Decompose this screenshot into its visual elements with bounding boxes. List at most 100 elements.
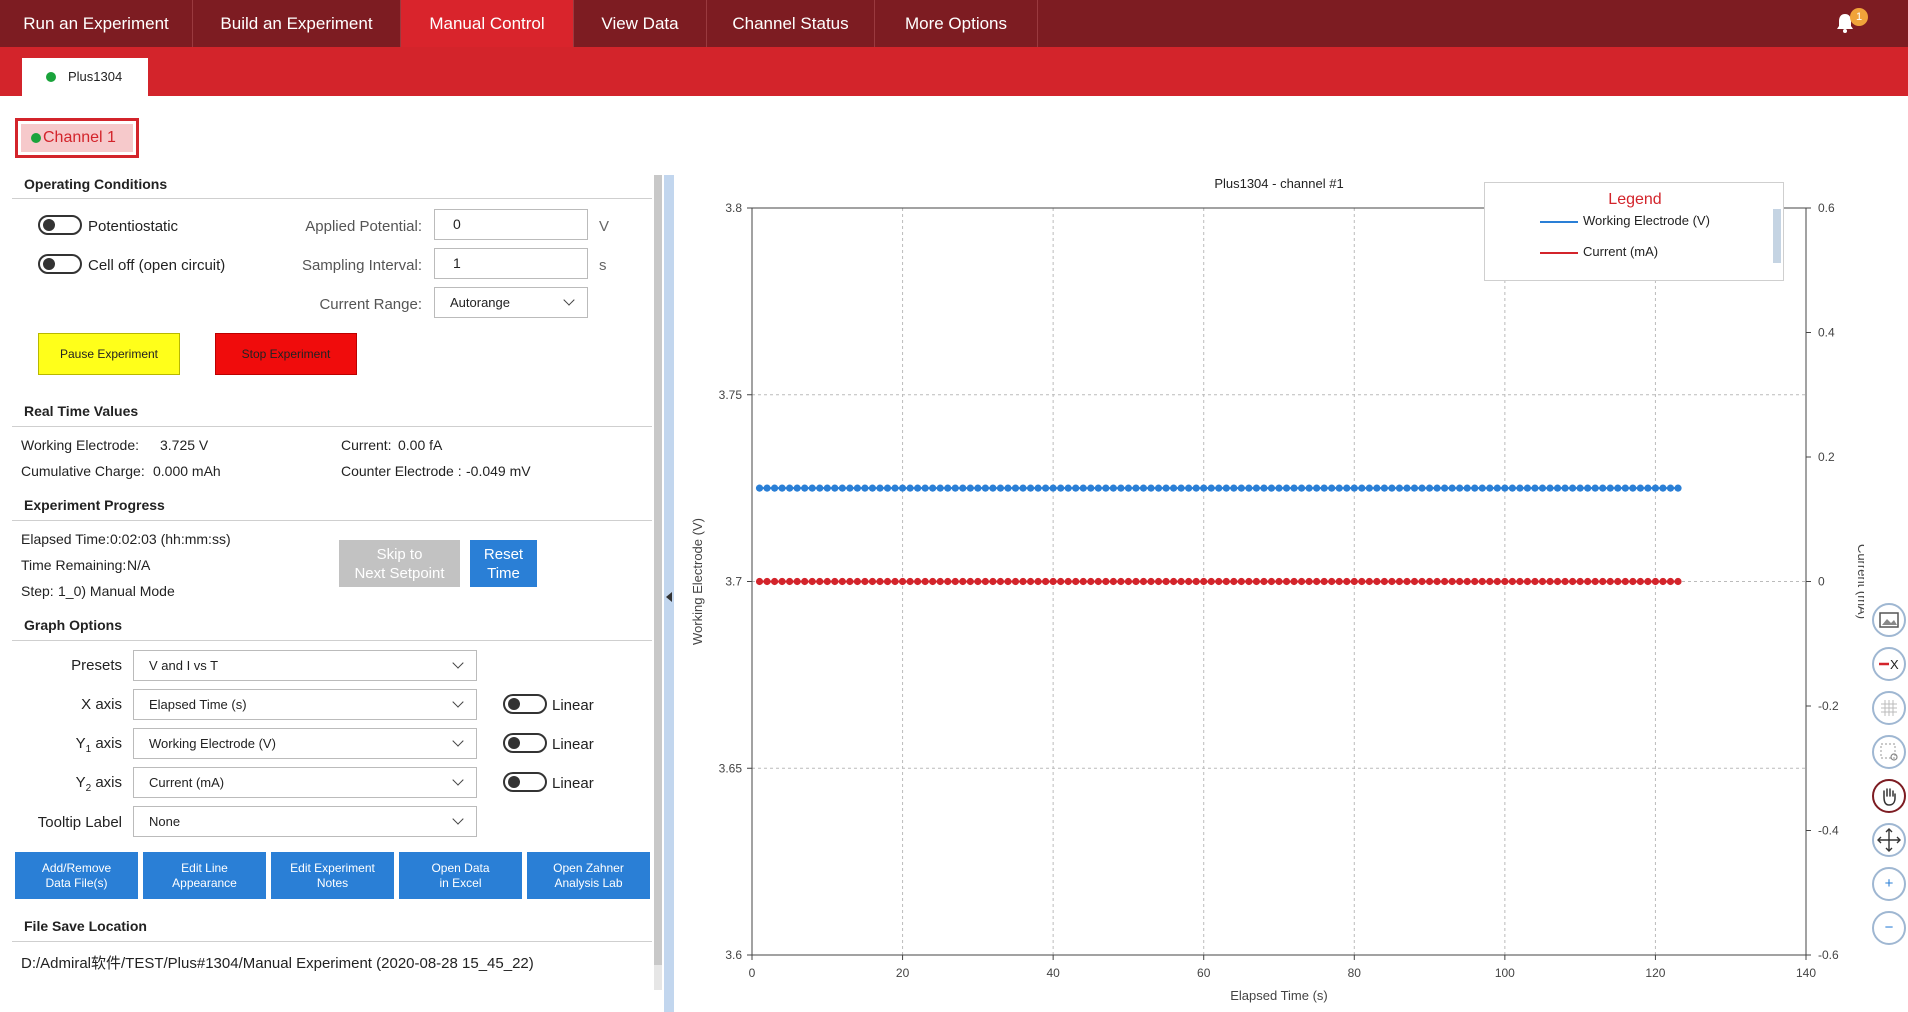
tab-view-data[interactable]: View Data — [574, 0, 707, 47]
data-point — [1388, 484, 1396, 492]
data-point — [838, 484, 846, 492]
data-point — [1275, 577, 1283, 586]
top-navigation: Run an Experiment Build an Experiment Ma… — [0, 0, 1908, 47]
channel-button-label: Channel 1 — [43, 129, 116, 146]
data-point — [1162, 577, 1170, 586]
data-point — [1636, 484, 1644, 492]
x-axis-select[interactable]: Elapsed Time (s) — [133, 689, 477, 720]
data-point — [1237, 484, 1245, 492]
collapse-arrow-icon[interactable] — [666, 592, 672, 602]
data-point — [1139, 484, 1148, 492]
y-tick-label: 3.6 — [725, 948, 742, 962]
data-point — [996, 577, 1005, 586]
device-tab-plus1304[interactable]: Plus1304 — [22, 58, 148, 96]
data-point — [1546, 577, 1554, 586]
image-export-icon — [1879, 612, 1899, 628]
tooltip-value: None — [149, 814, 181, 829]
bell-icon[interactable] — [1834, 12, 1856, 34]
y1-axis-select[interactable]: Working Electrode (V) — [133, 728, 477, 759]
open-zahner-analysis-lab-button[interactable]: Open Zahner Analysis Lab — [527, 852, 650, 899]
open-data-in-excel-button[interactable]: Open Data in Excel — [399, 852, 522, 899]
zoom-in-button[interactable]: + — [1872, 867, 1906, 901]
pan-button[interactable] — [1872, 779, 1906, 813]
current-range-select[interactable]: Autorange — [434, 287, 588, 318]
image-export-button[interactable] — [1872, 603, 1906, 637]
data-point — [1486, 577, 1494, 586]
button-line1: Open Data — [431, 861, 490, 875]
data-point — [1139, 577, 1148, 586]
chart-legend: Legend Working Electrode (V) Current (mA… — [1484, 182, 1784, 281]
section-divider — [12, 520, 652, 521]
stop-experiment-button[interactable]: Stop Experiment — [215, 333, 357, 375]
y2-axis-select[interactable]: Current (mA) — [133, 767, 477, 798]
edit-line-appearance-button[interactable]: Edit Line Appearance — [143, 852, 266, 899]
data-point — [1215, 484, 1223, 492]
left-panel-scroll-thumb[interactable] — [654, 175, 662, 965]
chart[interactable]: 0 20 40 60 80 100 120 140 3.6 3.65 3.7 3.75 3.8 -0.… — [674, 160, 1864, 1010]
data-point — [1463, 484, 1471, 492]
y2-axis-scale-toggle[interactable] — [503, 772, 547, 792]
data-point — [1079, 484, 1087, 492]
data-point — [1553, 484, 1562, 492]
section-divider — [12, 640, 652, 641]
series-layer — [755, 484, 1682, 586]
tooltip-label-select[interactable]: None — [133, 806, 477, 837]
data-point — [808, 484, 816, 492]
data-point — [1674, 577, 1682, 586]
zoom-box-button[interactable] — [1872, 735, 1906, 769]
skip-to-next-setpoint-button[interactable]: Skip to Next Setpoint — [339, 540, 460, 587]
data-point — [1599, 577, 1607, 586]
tab-build-experiment[interactable]: Build an Experiment — [193, 0, 401, 47]
add-remove-data-files-button[interactable]: Add/Remove Data File(s) — [15, 852, 138, 899]
tab-run-experiment[interactable]: Run an Experiment — [0, 0, 193, 47]
data-point — [1004, 484, 1012, 492]
y1-label-sub: 1 — [85, 744, 92, 755]
data-point — [1448, 577, 1456, 586]
grid-toggle-button[interactable] — [1872, 691, 1906, 725]
data-point — [1185, 577, 1193, 586]
data-point — [1049, 577, 1057, 586]
data-point — [921, 484, 929, 492]
x-axis-label: X axis — [81, 696, 122, 713]
data-point — [1373, 577, 1381, 586]
data-point — [1418, 577, 1426, 586]
y1-axis-scale-toggle[interactable] — [503, 733, 547, 753]
move-arrows-icon — [1877, 828, 1901, 852]
legend-scrollbar[interactable] — [1773, 209, 1781, 263]
presets-select[interactable]: V and I vs T — [133, 650, 477, 681]
tab-channel-status[interactable]: Channel Status — [707, 0, 875, 47]
tab-manual-control[interactable]: Manual Control — [401, 0, 574, 47]
data-point — [1343, 484, 1351, 492]
data-point — [1102, 577, 1110, 586]
edit-experiment-notes-button[interactable]: Edit Experiment Notes — [271, 852, 394, 899]
data-point — [1057, 577, 1065, 586]
data-point — [1094, 484, 1102, 492]
move-button[interactable] — [1872, 823, 1906, 857]
data-point — [861, 484, 869, 492]
data-point — [951, 484, 959, 492]
data-point — [921, 577, 929, 586]
zoom-out-button[interactable]: − — [1872, 911, 1906, 945]
data-point — [1132, 577, 1140, 586]
data-point — [974, 484, 982, 492]
channel-1-button[interactable]: Channel 1 — [15, 118, 139, 158]
cell-off-toggle[interactable] — [38, 254, 82, 274]
channel-status-dot-icon — [31, 133, 41, 143]
reset-time-button[interactable]: Reset Time — [470, 540, 537, 587]
sampling-interval-input[interactable]: 1 — [434, 248, 588, 279]
x-axis-scale-toggle[interactable] — [503, 694, 547, 714]
notification-badge: 1 — [1850, 8, 1868, 26]
sampling-interval-label: Sampling Interval: — [301, 257, 422, 274]
graph-options-heading: Graph Options — [24, 617, 122, 633]
data-point — [816, 577, 824, 586]
applied-potential-input[interactable]: 0 — [434, 209, 588, 240]
data-point — [1350, 577, 1358, 586]
y1-label-main: Y — [75, 735, 86, 752]
cell-off-label: Cell off (open circuit) — [88, 257, 226, 274]
data-point — [1471, 577, 1479, 586]
potentiostatic-toggle[interactable] — [38, 215, 82, 235]
pause-experiment-button[interactable]: Pause Experiment — [38, 333, 180, 375]
data-point — [1441, 577, 1449, 586]
remove-x-button[interactable]: X — [1872, 647, 1906, 681]
tab-more-options[interactable]: More Options — [875, 0, 1038, 47]
